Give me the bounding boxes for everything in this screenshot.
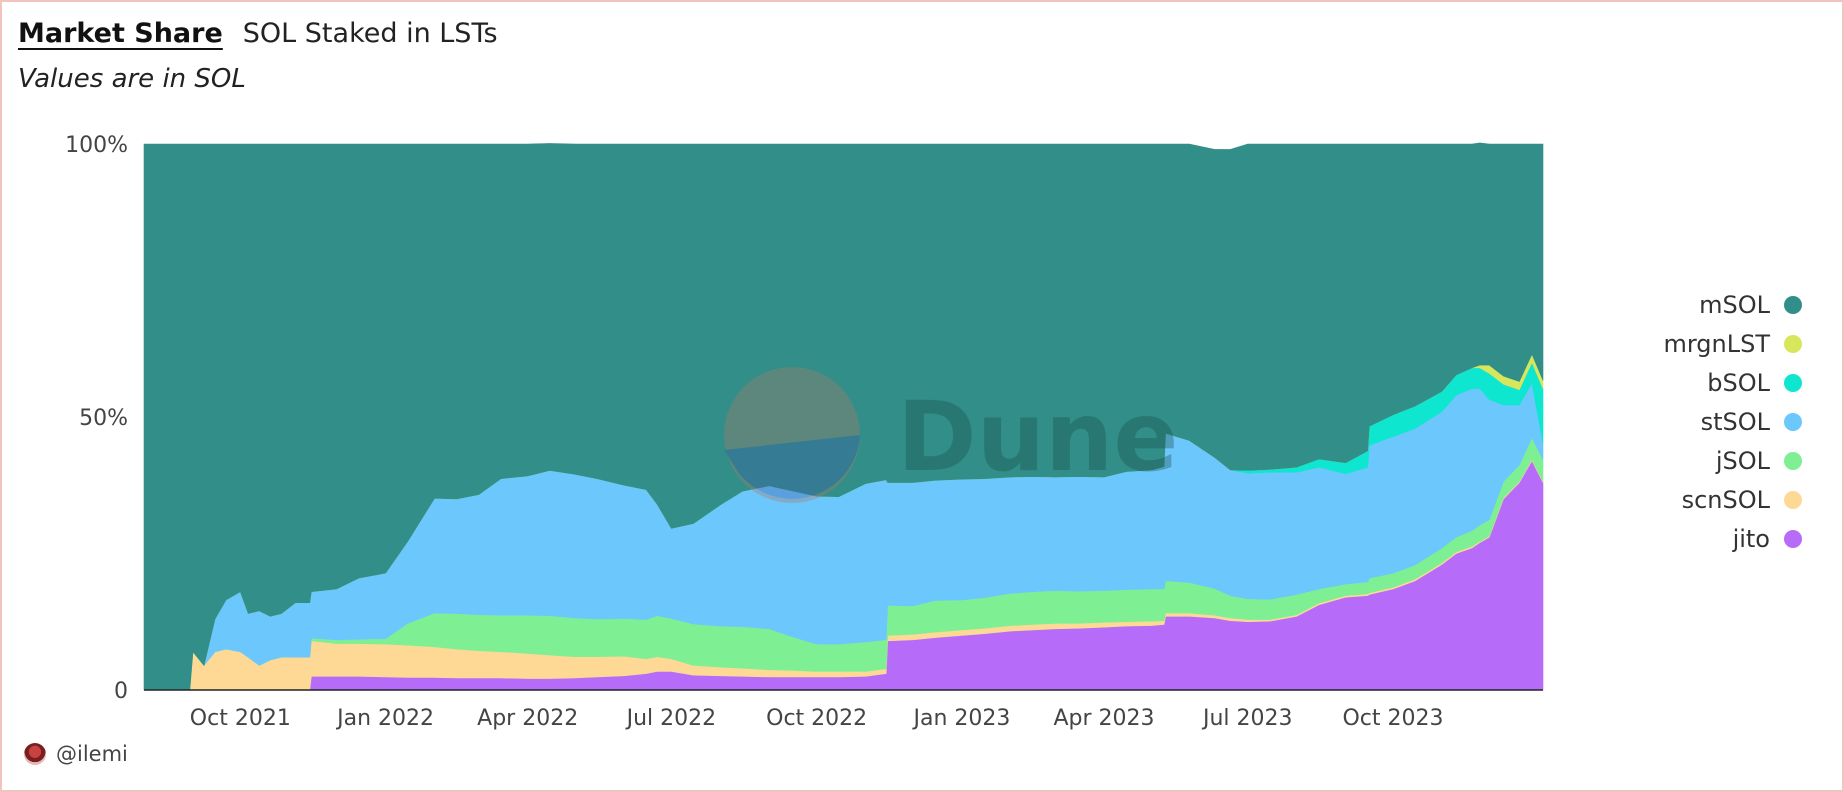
chart-title: SOL Staked in LSTs xyxy=(242,18,498,49)
x-tick-label: Oct 2023 xyxy=(1342,706,1443,731)
chart-header: Market Share SOL Staked in LSTs xyxy=(18,18,498,49)
legend-label: mrgnLST xyxy=(1663,329,1770,358)
x-tick-label: Oct 2021 xyxy=(190,706,291,731)
legend-item-msol[interactable]: mSOL xyxy=(1699,285,1802,324)
legend-swatch xyxy=(1784,334,1802,353)
legend-label: bSOL xyxy=(1707,368,1770,397)
x-tick-label: Apr 2023 xyxy=(1054,706,1155,731)
x-tick-label: Jul 2022 xyxy=(625,706,717,731)
x-axis: Oct 2021 Jan 2022 Apr 2022 Jul 2022 Oct 2022… xyxy=(144,689,1543,731)
x-tick-label: Apr 2022 xyxy=(477,706,578,731)
legend-swatch xyxy=(1784,412,1802,431)
legend-item-bsol[interactable]: bSOL xyxy=(1707,363,1802,402)
author-handle: @ilemi xyxy=(56,742,128,766)
x-tick-label: Jul 2023 xyxy=(1201,706,1293,731)
chart-legend: mSOL mrgnLST bSOL stSOL jSOL scnSOL jito xyxy=(1663,285,1802,558)
market-share-tab[interactable]: Market Share xyxy=(18,18,223,49)
legend-label: mSOL xyxy=(1699,290,1770,319)
x-tick-label: Oct 2022 xyxy=(766,706,867,731)
legend-swatch xyxy=(1784,490,1802,509)
dune-logo-wedge xyxy=(724,435,860,499)
legend-swatch xyxy=(1784,295,1802,314)
legend-item-jsol[interactable]: jSOL xyxy=(1716,441,1802,480)
x-tick-label: Jan 2022 xyxy=(335,706,434,731)
series-area-msol[interactable] xyxy=(143,142,1544,691)
legend-swatch xyxy=(1784,373,1802,392)
dune-logo-icon xyxy=(724,367,860,503)
legend-swatch xyxy=(1784,451,1802,470)
series-areas xyxy=(143,142,1544,691)
y-axis: 0 50% 100% xyxy=(65,133,128,704)
legend-item-scnsol[interactable]: scnSOL xyxy=(1682,480,1802,519)
dune-watermark-text: Dune xyxy=(897,381,1178,493)
legend-swatch xyxy=(1784,529,1802,548)
x-tick-label: Jan 2023 xyxy=(911,706,1010,731)
y-tick-label: 100% xyxy=(65,133,128,158)
legend-item-mrgnlst[interactable]: mrgnLST xyxy=(1663,324,1802,363)
legend-label: jSOL xyxy=(1715,446,1770,475)
legend-item-stsol[interactable]: stSOL xyxy=(1701,402,1802,441)
legend-label: scnSOL xyxy=(1681,485,1770,514)
author-link[interactable]: @ilemi xyxy=(24,742,128,766)
avatar xyxy=(24,743,46,765)
legend-label: stSOL xyxy=(1700,407,1770,436)
chart-subtitle: Values are in SOL xyxy=(18,64,246,94)
y-tick-label: 0 xyxy=(114,679,128,704)
legend-item-jito[interactable]: jito xyxy=(1733,519,1802,558)
legend-label: jito xyxy=(1732,524,1770,553)
dune-watermark: Dune xyxy=(724,367,1178,503)
y-tick-label: 50% xyxy=(79,406,128,431)
